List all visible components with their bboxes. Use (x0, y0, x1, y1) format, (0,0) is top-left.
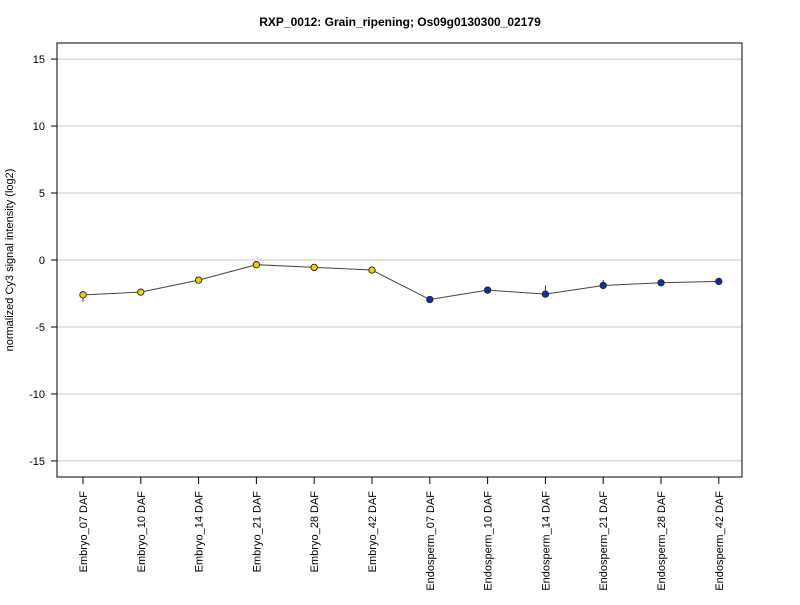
data-point (426, 295, 434, 304)
y-tick-label: 0 (39, 255, 45, 267)
data-point (252, 261, 261, 269)
data-point (194, 276, 203, 284)
y-axis: -15 -10 -5 0 5 10 15 (29, 54, 57, 468)
y-tick-label: 5 (39, 188, 45, 200)
y-tick-label: -5 (35, 322, 45, 334)
x-tick-label: Endosperm_07 DAF (425, 491, 437, 591)
plot-frame (56, 42, 743, 478)
y-tick-label: 15 (33, 54, 45, 66)
y-tick-label: 10 (33, 121, 45, 133)
data-point (541, 290, 550, 298)
x-tick-label: Endosperm_10 DAF (483, 491, 495, 591)
x-tick-label: Embryo_42 DAF (367, 491, 379, 573)
chart-title: RXP_0012: Grain_ripening; Os09g0130300_0… (259, 15, 541, 29)
data-series (79, 261, 723, 304)
x-tick-label: Embryo_14 DAF (194, 491, 206, 573)
x-tick-label: Embryo_07 DAF (78, 491, 90, 573)
x-tick-label: Embryo_21 DAF (251, 491, 263, 573)
data-point (79, 291, 87, 299)
y-axis-label: normalized Cy3 signal intensity (log2) (4, 169, 16, 352)
x-tick-label: Embryo_28 DAF (309, 491, 321, 573)
x-tick-label: Embryo_10 DAF (136, 491, 148, 573)
data-point (657, 279, 665, 287)
data-point (137, 288, 145, 296)
data-point (599, 281, 607, 290)
data-point (483, 286, 492, 294)
data-point (310, 263, 318, 272)
grid-lines (57, 58, 742, 462)
series-line (82, 264, 719, 301)
data-point (715, 277, 723, 286)
x-tick-label: Endosperm_28 DAF (656, 491, 668, 591)
x-tick-label: Endosperm_42 DAF (714, 491, 726, 591)
x-tick-label: Endosperm_21 DAF (598, 491, 610, 591)
x-tick-label: Endosperm_14 DAF (540, 491, 552, 591)
y-tick-label: -15 (29, 456, 45, 468)
data-point (368, 266, 376, 274)
y-tick-label: -10 (29, 389, 45, 401)
x-axis: Embryo_07 DAF Embryo_10 DAF Embryo_14 DAF E… (78, 477, 726, 591)
